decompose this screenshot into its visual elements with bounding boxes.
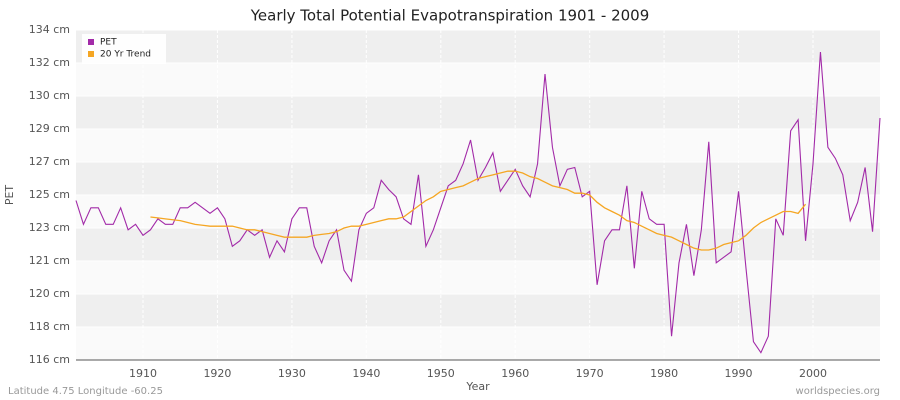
x-tick-label: 1940 bbox=[352, 367, 380, 380]
footer-right: worldspecies.org bbox=[796, 386, 880, 397]
x-tick-label: 1960 bbox=[501, 367, 529, 380]
y-tick-label: 125 cm bbox=[29, 188, 70, 201]
chart-title: Yearly Total Potential Evapotranspiratio… bbox=[250, 7, 650, 25]
x-tick-label: 1920 bbox=[203, 367, 231, 380]
legend-swatch bbox=[88, 39, 94, 45]
x-tick-label: 1910 bbox=[129, 367, 157, 380]
y-tick-label: 134 cm bbox=[29, 23, 70, 36]
series-line bbox=[75, 51, 881, 354]
footer-left: Latitude 4.75 Longitude -60.25 bbox=[8, 386, 163, 397]
y-tick-label: 123 cm bbox=[29, 221, 70, 234]
y-tick-label: 118 cm bbox=[29, 320, 70, 333]
band bbox=[76, 30, 880, 63]
legend-label: 20 Yr Trend bbox=[100, 50, 151, 60]
y-tick-label: 120 cm bbox=[29, 287, 70, 300]
legend-swatch bbox=[88, 51, 94, 57]
x-tick-label: 1990 bbox=[725, 367, 753, 380]
x-tick-label: 1970 bbox=[576, 367, 604, 380]
series-line bbox=[150, 170, 807, 251]
y-tick-label: 129 cm bbox=[29, 122, 70, 135]
band bbox=[76, 294, 880, 327]
x-tick-label: 1950 bbox=[427, 367, 455, 380]
y-tick-label: 130 cm bbox=[29, 89, 70, 102]
y-tick-label: 116 cm bbox=[29, 353, 70, 366]
x-tick-label: 1930 bbox=[278, 367, 306, 380]
y-tick-label: 127 cm bbox=[29, 155, 70, 168]
band bbox=[76, 228, 880, 261]
x-tick-label: 1980 bbox=[650, 367, 678, 380]
y-tick-label: 121 cm bbox=[29, 254, 70, 267]
legend-box bbox=[82, 34, 166, 64]
y-axis-label: PET bbox=[3, 185, 16, 206]
band bbox=[76, 96, 880, 129]
x-axis-label: Year bbox=[465, 380, 490, 393]
y-tick-label: 132 cm bbox=[29, 56, 70, 69]
legend-label: PET bbox=[100, 38, 117, 48]
x-tick-label: 2000 bbox=[799, 367, 827, 380]
